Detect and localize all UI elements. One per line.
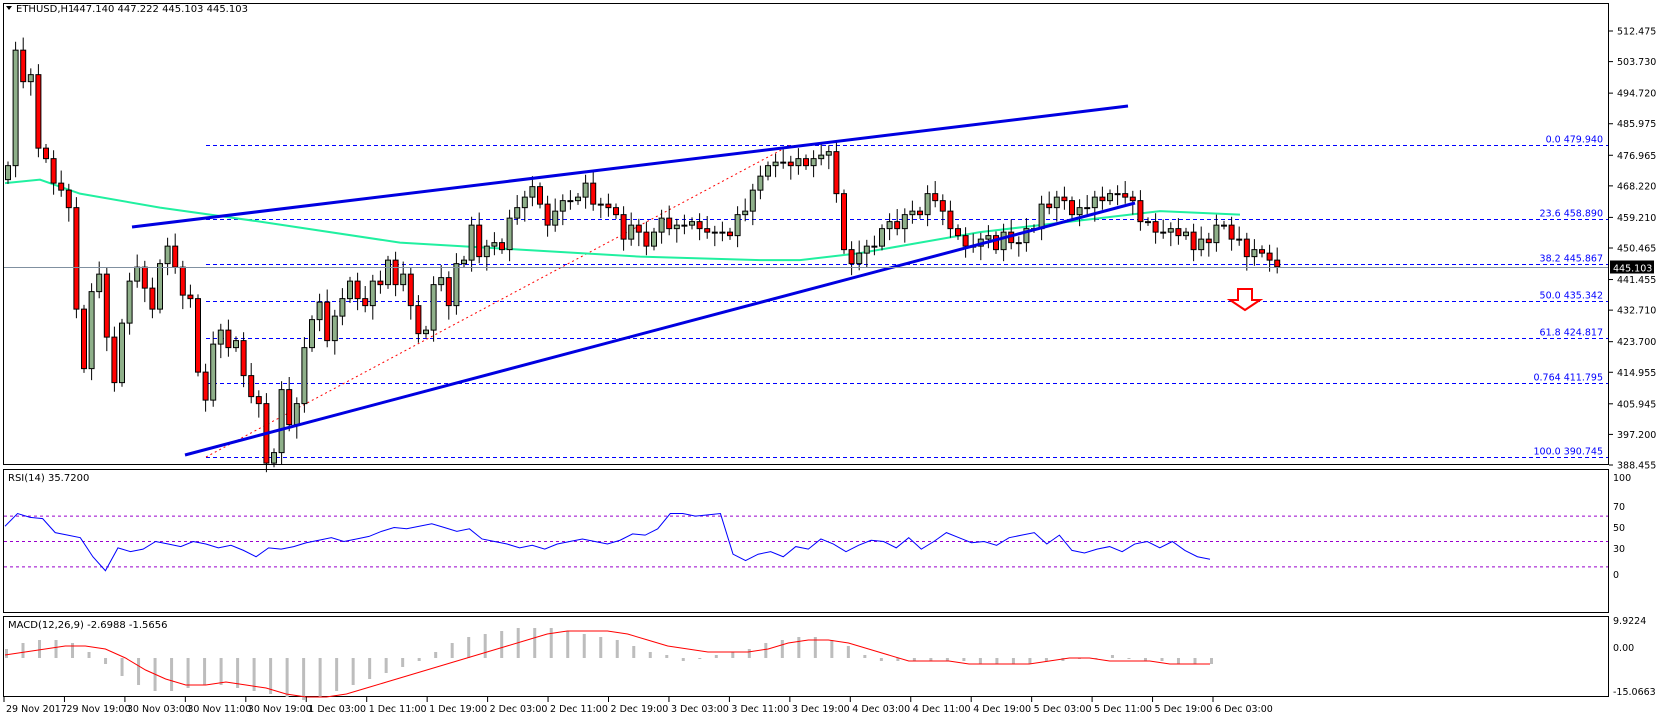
macd-label: MACD(12,26,9) -2.6988 -1.5656 xyxy=(8,620,168,631)
time-tick: 5 Dec 03:00 xyxy=(1034,704,1092,715)
time-tick: 29 Nov 19:00 xyxy=(66,704,130,715)
time-tick: 2 Dec 11:00 xyxy=(550,704,608,715)
ohlc-label: 447.140 447.222 445.103 445.103 xyxy=(73,4,248,15)
time-tick: 1 Dec 11:00 xyxy=(369,704,427,715)
price-tick: 503.730 xyxy=(1617,57,1656,68)
time-tick: 6 Dec 03:00 xyxy=(1215,704,1273,715)
time-tick: 3 Dec 11:00 xyxy=(731,704,789,715)
macd-tick: 0.00 xyxy=(1613,643,1634,654)
time-tick: 30 Nov 19:00 xyxy=(248,704,312,715)
price-tick: 388.455 xyxy=(1617,461,1656,472)
time-tick: 30 Nov 11:00 xyxy=(187,704,251,715)
fib-level-label: 23.6 458.890 xyxy=(1540,209,1603,220)
time-tick: 5 Dec 19:00 xyxy=(1155,704,1213,715)
time-tick: 4 Dec 11:00 xyxy=(913,704,971,715)
macd-tick: -15.0663 xyxy=(1613,687,1656,698)
rsi-tick: 0 xyxy=(1613,570,1619,581)
fib-level-label: 0.0 479.940 xyxy=(1546,135,1603,146)
rsi-tick: 30 xyxy=(1613,544,1625,555)
time-tick: 30 Nov 03:00 xyxy=(127,704,191,715)
lower-trendline[interactable] xyxy=(184,201,1136,457)
rsi-tick: 100 xyxy=(1613,473,1631,484)
price-tick: 423.700 xyxy=(1617,337,1656,348)
time-tick: 5 Dec 11:00 xyxy=(1094,704,1152,715)
macd-indicator xyxy=(4,628,1213,700)
last-price-badge xyxy=(1610,260,1654,274)
axes: 512.475 503.730 494.720 485.975 476.965 468.2… xyxy=(3,27,1656,715)
symbol-label: ETHUSD,H1 xyxy=(16,4,74,15)
time-tick: 4 Dec 19:00 xyxy=(973,704,1031,715)
down-arrow-icon xyxy=(1226,288,1264,312)
fib-diagonal xyxy=(205,144,792,458)
price-tick: 450.465 xyxy=(1617,244,1656,255)
time-tick: 3 Dec 19:00 xyxy=(792,704,850,715)
price-tick: 476.965 xyxy=(1617,151,1656,162)
price-tick: 468.220 xyxy=(1617,181,1656,192)
time-tick: 29 Nov 2017 xyxy=(6,704,67,715)
fib-level-label: 38.2 445.867 xyxy=(1540,254,1603,265)
macd-tick: 9.9224 xyxy=(1613,616,1646,627)
last-price-value: 445.103 xyxy=(1613,264,1652,275)
price-tick: 405.945 xyxy=(1617,399,1656,410)
price-tick: 512.475 xyxy=(1617,27,1656,38)
price-tick: 441.455 xyxy=(1617,275,1656,286)
price-tick: 459.210 xyxy=(1617,213,1656,224)
fib-level-label: 61.8 424.817 xyxy=(1540,328,1603,339)
fib-level-label: 50.0 435.342 xyxy=(1540,291,1603,302)
collapse-triangle-icon[interactable] xyxy=(6,6,12,10)
time-tick: 3 Dec 03:00 xyxy=(671,704,729,715)
time-tick: 4 Dec 03:00 xyxy=(852,704,910,715)
time-tick: 2 Dec 19:00 xyxy=(611,704,669,715)
upper-trendline[interactable] xyxy=(131,104,1129,229)
rsi-tick: 70 xyxy=(1613,502,1625,513)
time-tick: 2 Dec 03:00 xyxy=(490,704,548,715)
rsi-tick: 50 xyxy=(1613,523,1625,534)
price-tick: 485.975 xyxy=(1617,119,1656,130)
rsi-label: RSI(14) 35.7200 xyxy=(8,473,89,484)
fib-level-label: 0.764 411.795 xyxy=(1533,373,1603,384)
time-tick: 1 Dec 19:00 xyxy=(429,704,487,715)
rsi-indicator xyxy=(4,512,1608,572)
price-tick: 494.720 xyxy=(1617,89,1656,100)
trendline-channel[interactable] xyxy=(131,104,1136,457)
time-tick: 1 Dec 03:00 xyxy=(308,704,366,715)
fib-level-label: 100.0 390.745 xyxy=(1533,447,1603,458)
price-tick: 397.200 xyxy=(1617,430,1656,441)
main-price-panel[interactable] xyxy=(3,3,1609,465)
price-tick: 432.710 xyxy=(1617,306,1656,317)
price-tick: 414.955 xyxy=(1617,368,1656,379)
candlestick-series xyxy=(5,37,1281,473)
